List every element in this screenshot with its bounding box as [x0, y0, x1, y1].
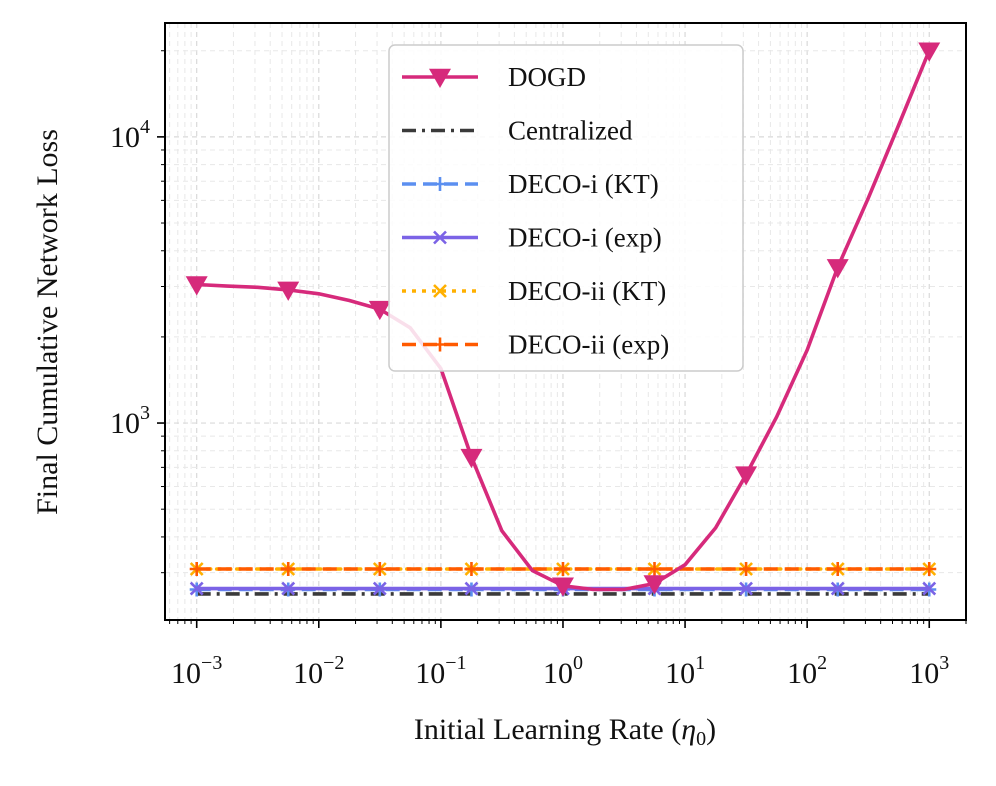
data-point-dogd	[460, 448, 483, 469]
legend-item-deco-ii-exp: DECO-ii (exp)	[402, 330, 669, 360]
data-point-deco-i-exp	[372, 581, 387, 596]
data-point-deco-ii-exp	[647, 562, 662, 577]
legend-marker-deco-i-exp	[433, 230, 447, 245]
data-point-deco-ii-exp	[464, 562, 479, 577]
legend-box	[388, 44, 744, 372]
legend-marker-deco-ii-kt	[433, 284, 447, 298]
legend-marker-deco-ii-exp	[433, 337, 447, 352]
x-axis-title: Initial Learning Rate (η0)	[414, 713, 716, 750]
legend: DOGD Centralized DECO-i (KT) DECO-i (exp) DE…	[388, 44, 744, 372]
x-tick-label: 102	[787, 652, 827, 690]
legend-item-deco-i-kt: DECO-i (KT)	[402, 169, 659, 199]
x-tick-label: 10−2	[293, 652, 344, 690]
series-deco-ii-exp	[189, 562, 937, 577]
legend-marker-deco-i-kt	[433, 177, 447, 191]
legend-marker-dogd	[429, 68, 451, 88]
data-point-dogd	[643, 575, 666, 595]
y-tick-label: 104	[110, 116, 150, 154]
x-tick-label: 10−3	[171, 652, 222, 690]
x-tick-label: 10−1	[415, 652, 466, 690]
plot-frame	[164, 22, 967, 621]
legend-label-deco-i-kt: DECO-i (KT)	[508, 169, 659, 199]
data-point-deco-ii-exp	[372, 562, 387, 577]
series-dogd	[185, 42, 941, 597]
legend-label-deco-ii-kt: DECO-ii (KT)	[508, 276, 666, 306]
data-point-dogd	[551, 577, 574, 597]
data-point-deco-i-exp	[922, 581, 937, 596]
data-point-deco-i-exp	[464, 581, 479, 596]
legend-label-dogd: DOGD	[508, 62, 586, 92]
x-tick-label: 103	[909, 652, 949, 690]
x-tick-label: 100	[543, 652, 583, 690]
data-point-deco-i-exp	[739, 581, 753, 596]
legend-label-deco-i-exp: DECO-i (exp)	[508, 223, 662, 253]
data-point-deco-i-exp	[830, 581, 845, 596]
data-point-deco-ii-exp	[830, 562, 845, 577]
x-axis-title-symbol: η	[681, 713, 696, 746]
legend-label-centralized: Centralized	[508, 116, 633, 146]
x-tick-label: 101	[665, 652, 705, 690]
data-point-deco-ii-exp	[281, 562, 296, 577]
y-axis-title: Final Cumulative Network Loss	[31, 129, 64, 515]
x-axis-title-text: Initial Learning Rate	[414, 713, 664, 746]
x-axis-title-subscript: 0	[696, 728, 706, 750]
legend-item-centralized: Centralized	[402, 116, 633, 146]
legend-item-dogd: DOGD	[402, 62, 586, 92]
data-point-deco-i-exp	[189, 581, 204, 596]
data-point-dogd	[277, 281, 300, 301]
data-point-deco-ii-exp	[922, 562, 937, 577]
data-point-deco-ii-exp	[739, 562, 754, 577]
plot-series	[185, 42, 941, 597]
legend-label-deco-ii-exp: DECO-ii (exp)	[508, 330, 669, 360]
y-tick-label: 103	[110, 402, 150, 440]
data-point-dogd	[826, 259, 849, 279]
data-point-dogd	[368, 300, 391, 321]
data-point-deco-ii-exp	[555, 562, 570, 577]
data-point-deco-ii-exp	[189, 562, 204, 577]
data-point-dogd	[918, 42, 941, 62]
data-point-deco-i-exp	[281, 581, 296, 596]
legend-item-deco-i-exp: DECO-i (exp)	[402, 223, 662, 253]
legend-item-deco-ii-kt: DECO-ii (KT)	[402, 276, 666, 306]
data-point-dogd	[735, 466, 758, 486]
data-point-dogd	[185, 276, 208, 296]
axis-ticks: 10−3 10−2 10−1 100 101 102 103 103 104	[110, 50, 967, 690]
